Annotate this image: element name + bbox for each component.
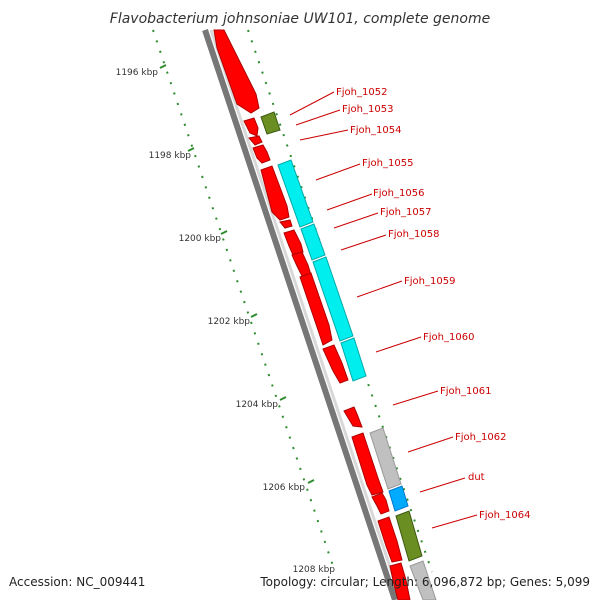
scale-tick [250,313,258,318]
gene-block[interactable] [395,510,423,562]
gene-label[interactable]: Fjoh_1054 [350,125,401,136]
gene-label[interactable]: Fjoh_1062 [455,432,506,443]
label-leader [299,129,349,141]
forward-strand-genes [213,29,411,600]
gene-label[interactable]: Fjoh_1055 [362,158,413,169]
scale-tick [307,479,315,484]
scale-label: 1208 kbp [293,565,336,575]
gene-labels: Fjoh_1052 Fjoh_1053 Fjoh_1054 Fjoh_1055 … [336,87,530,521]
map-title: Flavobacterium johnsoniae UW101, complet… [110,11,490,27]
backbone-highlight [209,29,403,600]
genome-backbone [202,29,403,600]
gene-arrow[interactable] [389,562,411,600]
genome-summary-text: Topology: circular; Length: 6,096,872 bp… [259,575,590,589]
gene-arrow[interactable] [377,516,403,563]
label-leader [392,390,439,406]
label-leader [326,193,373,211]
gene-block[interactable] [340,337,367,382]
label-leader [315,163,361,181]
gene-label[interactable]: Fjoh_1052 [336,87,387,98]
reverse-strand-genes [260,111,437,600]
gene-arrow[interactable] [291,251,312,277]
gene-arrow[interactable] [299,272,333,346]
label-leader [356,280,403,298]
scale-label: 1204 kbp [236,400,279,410]
scale-label: 1198 kbp [149,151,192,161]
label-leader [333,212,379,229]
gene-block[interactable] [260,111,281,135]
gene-arrow[interactable] [351,432,384,496]
gene-label[interactable]: Fjoh_1057 [380,207,431,218]
gene-block[interactable] [312,256,354,342]
gene-block[interactable] [369,427,402,490]
gene-arrow[interactable] [252,144,271,164]
gene-label[interactable]: Fjoh_1059 [404,276,455,287]
scale-label: 1200 kbp [179,234,222,244]
gene-label[interactable]: dut [468,472,485,483]
scale-ticks: 1196 kbp 1198 kbp 1200 kbp 1202 kbp 1204… [116,64,336,575]
scale-label: 1202 kbp [208,317,251,327]
gene-arrow[interactable] [283,229,304,256]
gene-label[interactable]: Fjoh_1061 [440,386,491,397]
scale-tick [220,230,228,235]
gene-arrow[interactable] [260,165,290,221]
gene-arrow[interactable] [322,344,349,384]
gene-arrow[interactable] [343,406,363,428]
scale-tick [159,64,167,69]
gene-label[interactable]: Fjoh_1060 [423,332,474,343]
gene-arrow[interactable] [371,492,390,515]
label-leader [419,477,466,493]
scale-tick [187,147,195,152]
gene-label[interactable]: Fjoh_1056 [373,188,424,199]
label-leader [289,91,335,116]
gene-block[interactable] [300,223,326,261]
label-leader [375,336,422,353]
gene-arrow[interactable] [279,219,293,229]
scale-tick [279,396,287,401]
accession-text: Accession: NC_009441 [9,575,145,589]
label-leader [295,109,341,126]
gene-block[interactable] [388,485,409,512]
gene-arrow[interactable] [248,135,263,146]
gene-arrow[interactable] [243,117,259,137]
label-leader [407,436,454,453]
gene-block[interactable] [277,159,314,228]
backbone-shadow [202,29,398,600]
gene-arrow[interactable] [213,29,260,114]
scale-label: 1206 kbp [263,483,306,493]
gene-label[interactable]: Fjoh_1064 [479,510,530,521]
label-leader [431,514,478,529]
label-leaders [289,91,478,529]
gene-label[interactable]: Fjoh_1058 [388,229,439,240]
label-leader [340,234,387,251]
gene-block[interactable] [409,560,437,600]
gene-label[interactable]: Fjoh_1053 [342,104,393,115]
scale-label: 1196 kbp [116,68,159,78]
